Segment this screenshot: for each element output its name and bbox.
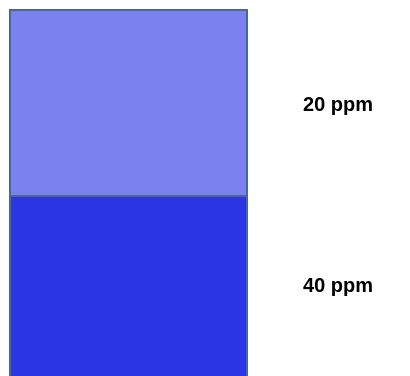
layer-40-ppm-label: 40 ppm bbox=[303, 275, 374, 297]
layer-40-ppm-block bbox=[9, 195, 248, 376]
layer-20-ppm-label: 20 ppm bbox=[303, 94, 374, 116]
layer-20-ppm-block bbox=[9, 9, 248, 197]
